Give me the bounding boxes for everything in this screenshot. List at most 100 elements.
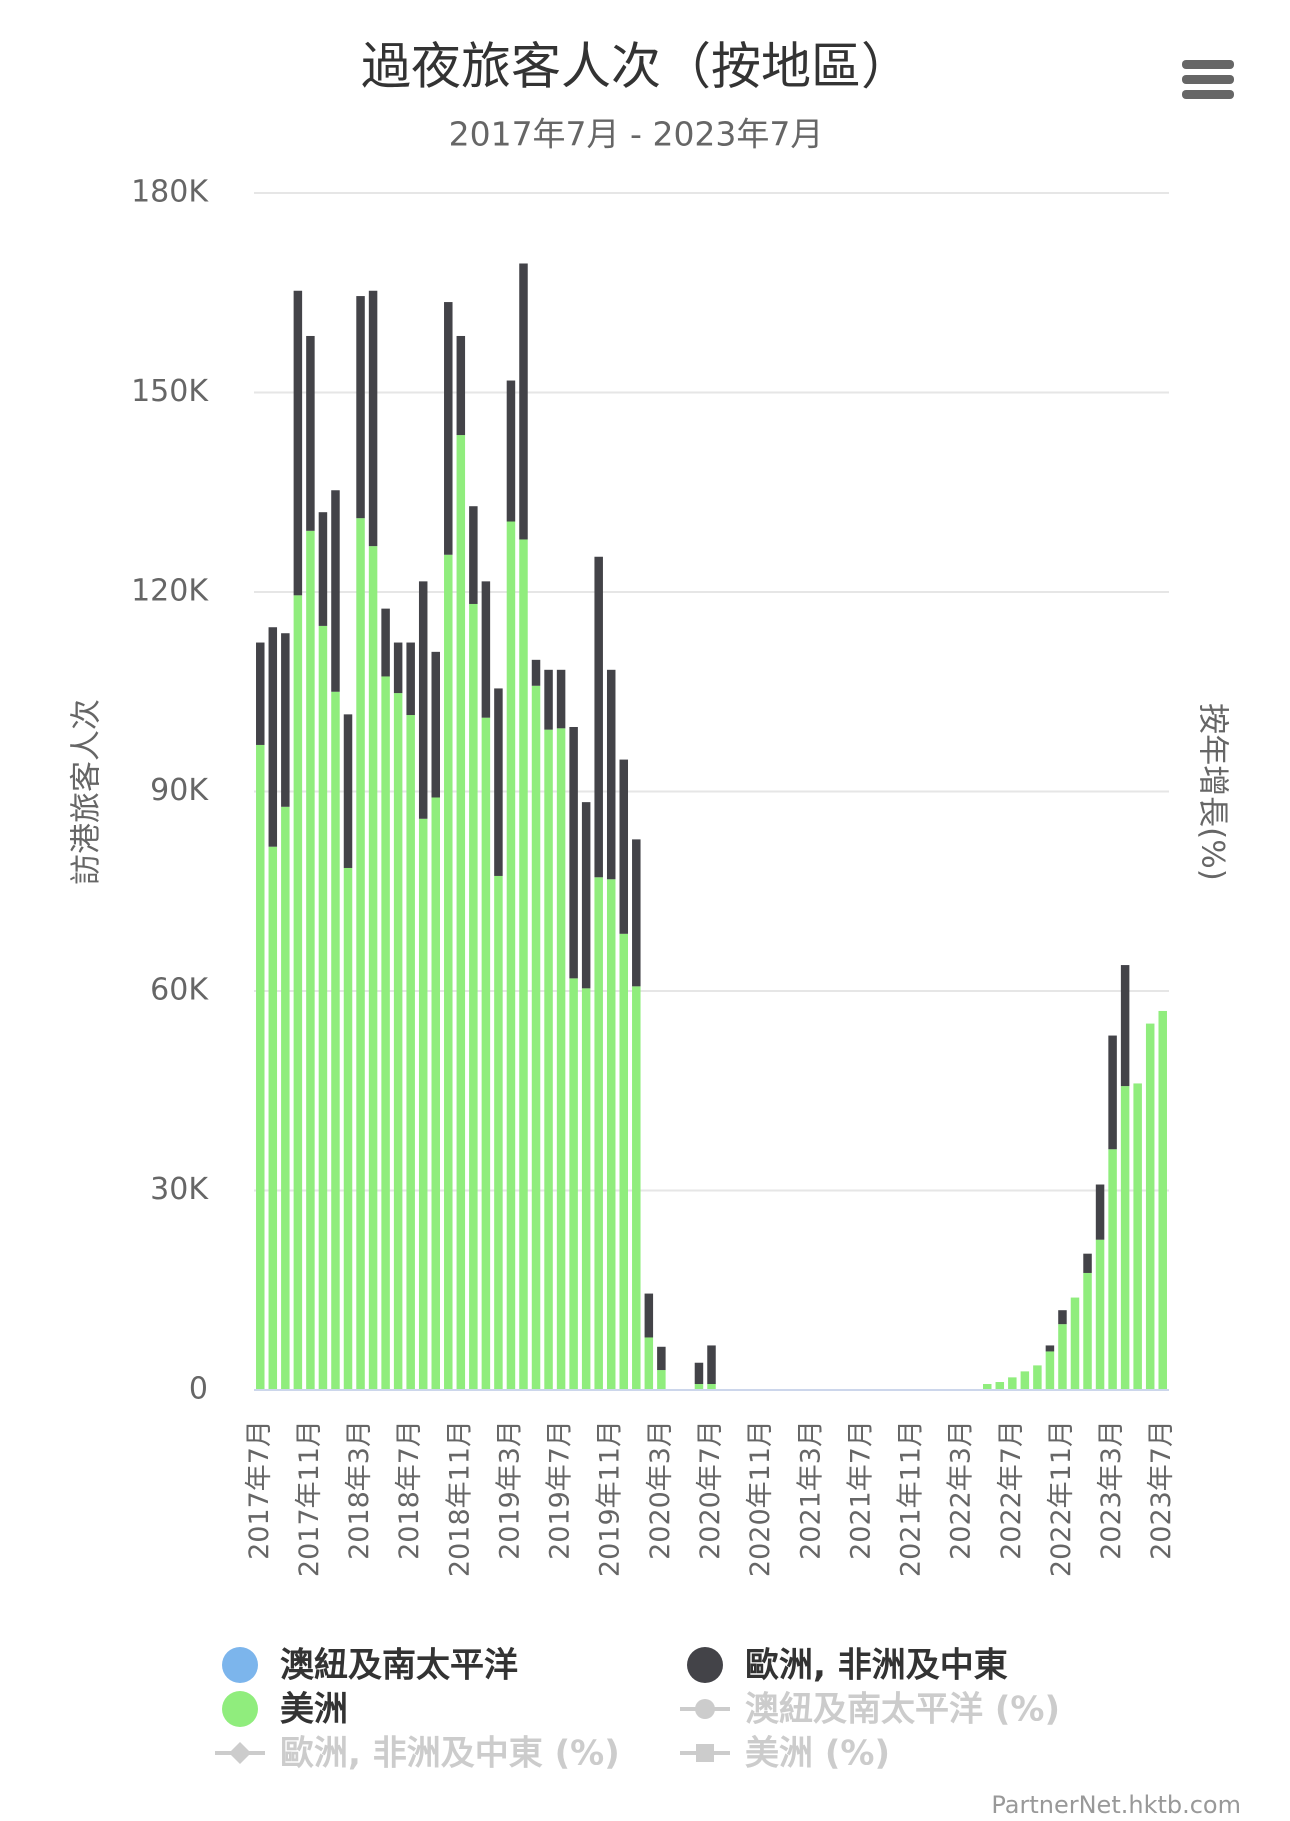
bar-segment <box>343 867 353 1390</box>
y-tick-label: 180K <box>131 175 209 210</box>
y-tick-label: 60K <box>150 973 209 1008</box>
menu-bar <box>1182 90 1234 99</box>
x-tick-label: 2023年7月 <box>1146 1420 1177 1560</box>
bar-segment <box>444 302 453 555</box>
bar-segment <box>544 669 553 730</box>
chart-title: 過夜旅客人次（按地區） <box>361 38 911 96</box>
bar-segment <box>619 933 629 1390</box>
bar-segment <box>1158 1010 1167 1390</box>
bar-segment <box>356 296 365 519</box>
bar-segment <box>1120 965 1130 1087</box>
y-tick-label: 120K <box>131 574 209 609</box>
bar-segment <box>406 642 415 716</box>
legend-item[interactable]: 美洲 (%) <box>680 1734 890 1774</box>
x-tick-label: 2021年11月 <box>896 1420 927 1577</box>
bar-segment <box>481 581 491 718</box>
legend-item[interactable]: 澳紐及南太平洋 <box>222 1646 518 1686</box>
bar-segment <box>569 978 578 1390</box>
y-tick-label: 150K <box>131 374 209 409</box>
bar-segment <box>1120 1086 1130 1390</box>
legend-item[interactable]: 美洲 <box>222 1690 348 1730</box>
bar-segment <box>256 744 265 1390</box>
bar-segment <box>519 539 528 1390</box>
bar-segment <box>1058 1324 1067 1390</box>
bar-segment <box>632 986 641 1390</box>
bar-segment <box>1070 1297 1080 1390</box>
bar-segment <box>431 651 440 798</box>
legend-symbol <box>222 1647 258 1683</box>
bar-segment <box>632 839 641 987</box>
bar-segment <box>506 380 516 522</box>
bar-segment <box>1145 1023 1155 1390</box>
bar-segment <box>1045 1351 1055 1390</box>
bar-segment <box>1133 1083 1142 1390</box>
credit: PartnerNet.hktb.com <box>991 1791 1241 1819</box>
bar-segment <box>995 1382 1005 1390</box>
bar-segment <box>1045 1345 1055 1352</box>
x-tick-label: 2022年3月 <box>946 1420 977 1560</box>
bar-segment <box>331 490 340 692</box>
bar-segment <box>707 1384 716 1390</box>
bar-segment <box>606 669 616 880</box>
legend-label: 美洲 (%) <box>745 1734 890 1774</box>
x-tick-label: 2023年3月 <box>1096 1420 1127 1560</box>
legend-symbol <box>687 1647 723 1683</box>
bar-segment <box>256 642 265 745</box>
y-axis-label: 訪港旅客人次 <box>69 699 105 885</box>
bar-segment <box>1108 1035 1117 1150</box>
bar-segment <box>368 290 378 547</box>
bar-segment <box>694 1362 704 1385</box>
bar-segment <box>644 1293 654 1338</box>
bar-segment <box>431 797 440 1390</box>
bar-segment <box>469 506 478 604</box>
x-tick-label: 2017年7月 <box>244 1420 275 1560</box>
menu-button[interactable] <box>1182 60 1234 99</box>
bar-segment <box>406 715 415 1390</box>
chart-subtitle: 2017年7月 - 2023年7月 <box>449 115 824 154</box>
bar-segment <box>1095 1239 1105 1390</box>
bar-segment <box>418 818 428 1390</box>
legend-marker <box>229 1742 251 1764</box>
bar-segment <box>306 530 315 1390</box>
legend-label: 美洲 <box>280 1690 348 1730</box>
legend-symbol <box>222 1691 258 1727</box>
bar-segment <box>569 726 578 979</box>
bar-segment <box>531 659 541 686</box>
bar-segment <box>1008 1377 1017 1390</box>
bar-segment <box>381 608 390 677</box>
bar-segment <box>1058 1310 1067 1325</box>
bar-segment <box>694 1384 704 1390</box>
bar-segment <box>1108 1149 1117 1390</box>
legend-item[interactable]: 澳紐及南太平洋 (%) <box>680 1690 1060 1730</box>
bar-segment <box>318 512 328 626</box>
bar-segment <box>506 521 516 1390</box>
x-tick-label: 2021年7月 <box>845 1420 876 1560</box>
bar-segment <box>481 717 491 1390</box>
bar-segment <box>1033 1365 1042 1390</box>
legend-label: 澳紐及南太平洋 <box>280 1646 518 1686</box>
x-tick-label: 2020年11月 <box>745 1420 776 1577</box>
bar-segment <box>393 642 403 694</box>
x-tick-label: 2021年3月 <box>795 1420 826 1560</box>
y-tick-label: 0 <box>189 1372 208 1407</box>
bar-segment <box>1083 1253 1092 1273</box>
bar-segment <box>368 546 378 1390</box>
legend-marker <box>696 1744 714 1762</box>
bar-segment <box>381 676 390 1390</box>
bar-segment <box>707 1345 716 1385</box>
bar-segment <box>606 879 616 1390</box>
menu-bar <box>1182 75 1234 84</box>
bar-segment <box>594 877 603 1390</box>
x-tick-label: 2022年7月 <box>996 1420 1027 1560</box>
bar-segment <box>306 335 315 531</box>
x-tick-label: 2018年3月 <box>344 1420 375 1560</box>
bar-segment <box>531 685 541 1390</box>
legend-item[interactable]: 歐洲, 非洲及中東 <box>687 1646 1008 1686</box>
x-tick-label: 2022年11月 <box>1046 1420 1077 1577</box>
x-tick-label: 2018年7月 <box>394 1420 425 1560</box>
x-tick-label: 2020年7月 <box>695 1420 726 1560</box>
legend-item[interactable]: 歐洲, 非洲及中東 (%) <box>215 1734 620 1774</box>
bar-segment <box>983 1384 992 1390</box>
